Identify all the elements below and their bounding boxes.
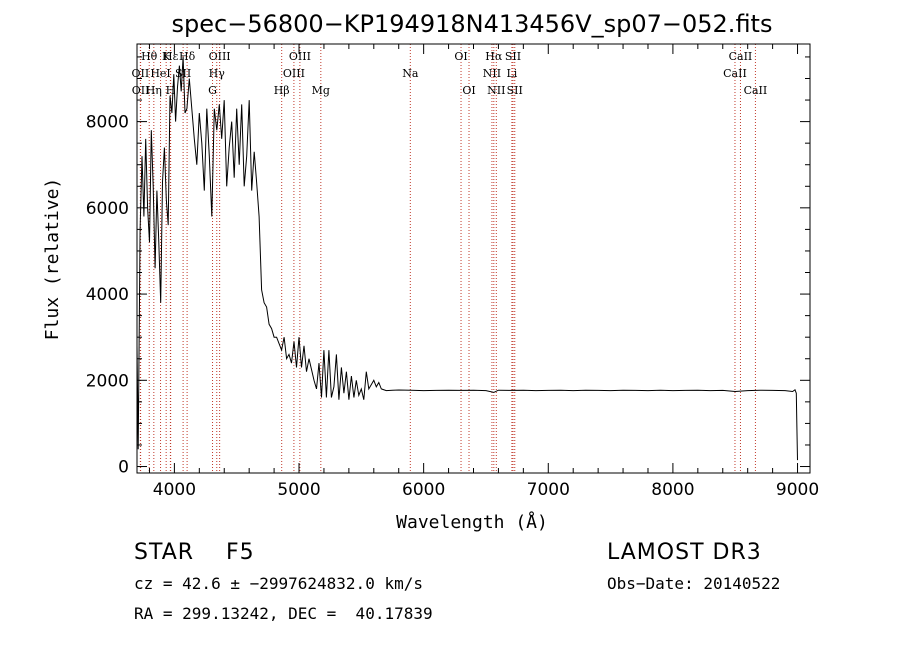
x-tick-label: 5000 [277, 480, 320, 500]
line-label: Hθ [141, 50, 158, 63]
line-label: Na [402, 67, 419, 80]
line-label: OI [454, 50, 467, 63]
y-tick-label: 8000 [86, 113, 129, 133]
axis-ticks [137, 44, 810, 473]
line-label: SII [507, 84, 523, 97]
line-label: G [208, 84, 217, 97]
y-tick-label: 2000 [86, 371, 129, 391]
line-label: NII [487, 84, 505, 97]
line-label: Hε [163, 50, 179, 63]
x-tick-label: 6000 [402, 480, 445, 500]
line-label: CaII [723, 67, 747, 80]
x-tick-label: 8000 [651, 480, 694, 500]
spectrum-line [136, 56, 798, 461]
emission-line-markers [139, 44, 756, 473]
tick-labels: 4000 5000 6000 7000 8000 9000 0 2000 4000 6000 800… [86, 113, 819, 500]
object-class: STAR F5 [134, 540, 255, 565]
y-axis-label: Flux (relative) [42, 178, 63, 341]
coordinates: RA = 299.13242, DEC = 40.17839 [134, 604, 433, 623]
plot-frame [136, 43, 811, 474]
line-label: NII [483, 67, 501, 80]
x-tick-label: 7000 [527, 480, 570, 500]
line-label: OIII [289, 50, 311, 63]
y-tick-label: 0 [118, 458, 129, 478]
line-label: OIII [283, 67, 305, 80]
line-label: OIII [209, 50, 231, 63]
x-tick-label: 9000 [776, 480, 819, 500]
line-label: CaII [729, 50, 753, 63]
survey-name: LAMOST DR3 [607, 540, 762, 565]
x-tick-label: 4000 [153, 480, 196, 500]
line-label: Li [506, 67, 517, 80]
x-axis-label: Wavelength (Å) [396, 511, 548, 533]
line-label: Hδ [179, 50, 196, 63]
line-label: Hγ [209, 67, 226, 80]
line-label: OII [132, 67, 150, 80]
line-label: OI [462, 84, 475, 97]
line-label: Hη [146, 84, 162, 97]
line-label: K [162, 50, 171, 63]
obs-date: Obs−Date: 20140522 [607, 574, 781, 593]
line-label: Hβ [274, 84, 290, 97]
line-label: Hα [485, 50, 503, 63]
line-label: SII [505, 50, 521, 63]
chart-title: spec−56800−KP194918N413456V_sp07−052.fit… [172, 10, 773, 38]
line-label: HeI [150, 67, 170, 80]
line-label: Mg [312, 84, 330, 97]
line-label: CaII [744, 84, 768, 97]
y-tick-label: 4000 [86, 285, 129, 305]
redshift-text: cz = 42.6 ± −2997624832.0 km/s [134, 574, 423, 593]
line-label: H [166, 84, 176, 97]
y-tick-label: 6000 [86, 199, 129, 219]
line-label: OII [132, 84, 150, 97]
